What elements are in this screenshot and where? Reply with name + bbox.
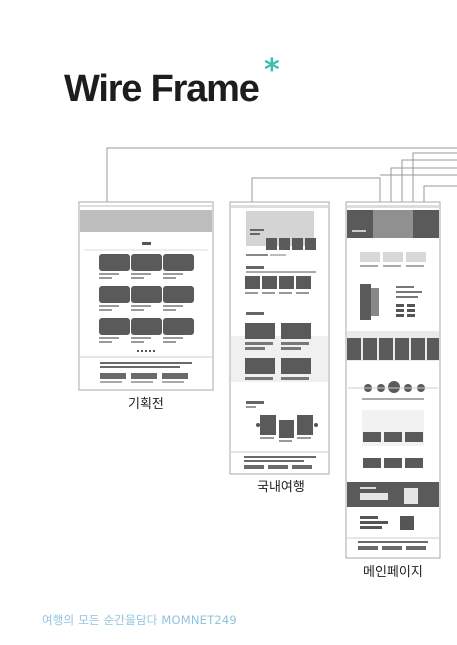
asterisk-icon: * <box>264 53 280 88</box>
footer-caption: 여행의 모든 순간을담다 MOMNET249 <box>42 613 237 627</box>
page-title: Wire Frame <box>64 68 260 110</box>
wireframe-main <box>345 201 441 559</box>
connector-lines <box>106 147 457 202</box>
label-promotion: 기획전 <box>128 397 164 412</box>
label-domestic: 국내여행 <box>257 480 305 495</box>
wireframe-domestic <box>229 201 330 475</box>
label-main: 메인페이지 <box>363 565 423 580</box>
wireframe-promotion <box>78 201 214 391</box>
